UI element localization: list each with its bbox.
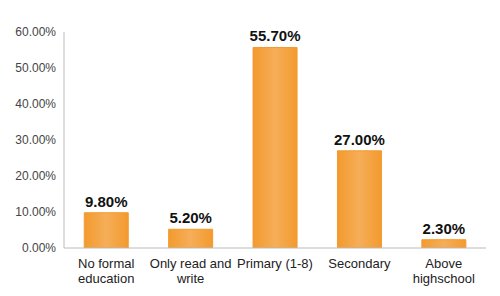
svg-text:30.00%: 30.00% (15, 133, 56, 147)
svg-text:55.70%: 55.70% (250, 27, 301, 44)
svg-text:0.00%: 0.00% (22, 241, 56, 255)
svg-text:10.00%: 10.00% (15, 205, 56, 219)
svg-text:20.00%: 20.00% (15, 169, 56, 183)
svg-text:Only read andwrite: Only read andwrite (150, 256, 232, 286)
svg-text:27.00%: 27.00% (334, 131, 385, 148)
svg-text:Secondary: Secondary (328, 256, 391, 271)
svg-text:2.30%: 2.30% (423, 220, 466, 237)
svg-text:60.00%: 60.00% (15, 25, 56, 39)
svg-text:9.80%: 9.80% (85, 193, 128, 210)
svg-text:50.00%: 50.00% (15, 61, 56, 75)
svg-text:Primary (1-8): Primary (1-8) (237, 256, 313, 271)
svg-text:Abovehighschool: Abovehighschool (413, 256, 475, 286)
svg-text:No formaleducation: No formaleducation (78, 256, 134, 286)
svg-text:5.20%: 5.20% (169, 209, 212, 226)
svg-text:40.00%: 40.00% (15, 97, 56, 111)
